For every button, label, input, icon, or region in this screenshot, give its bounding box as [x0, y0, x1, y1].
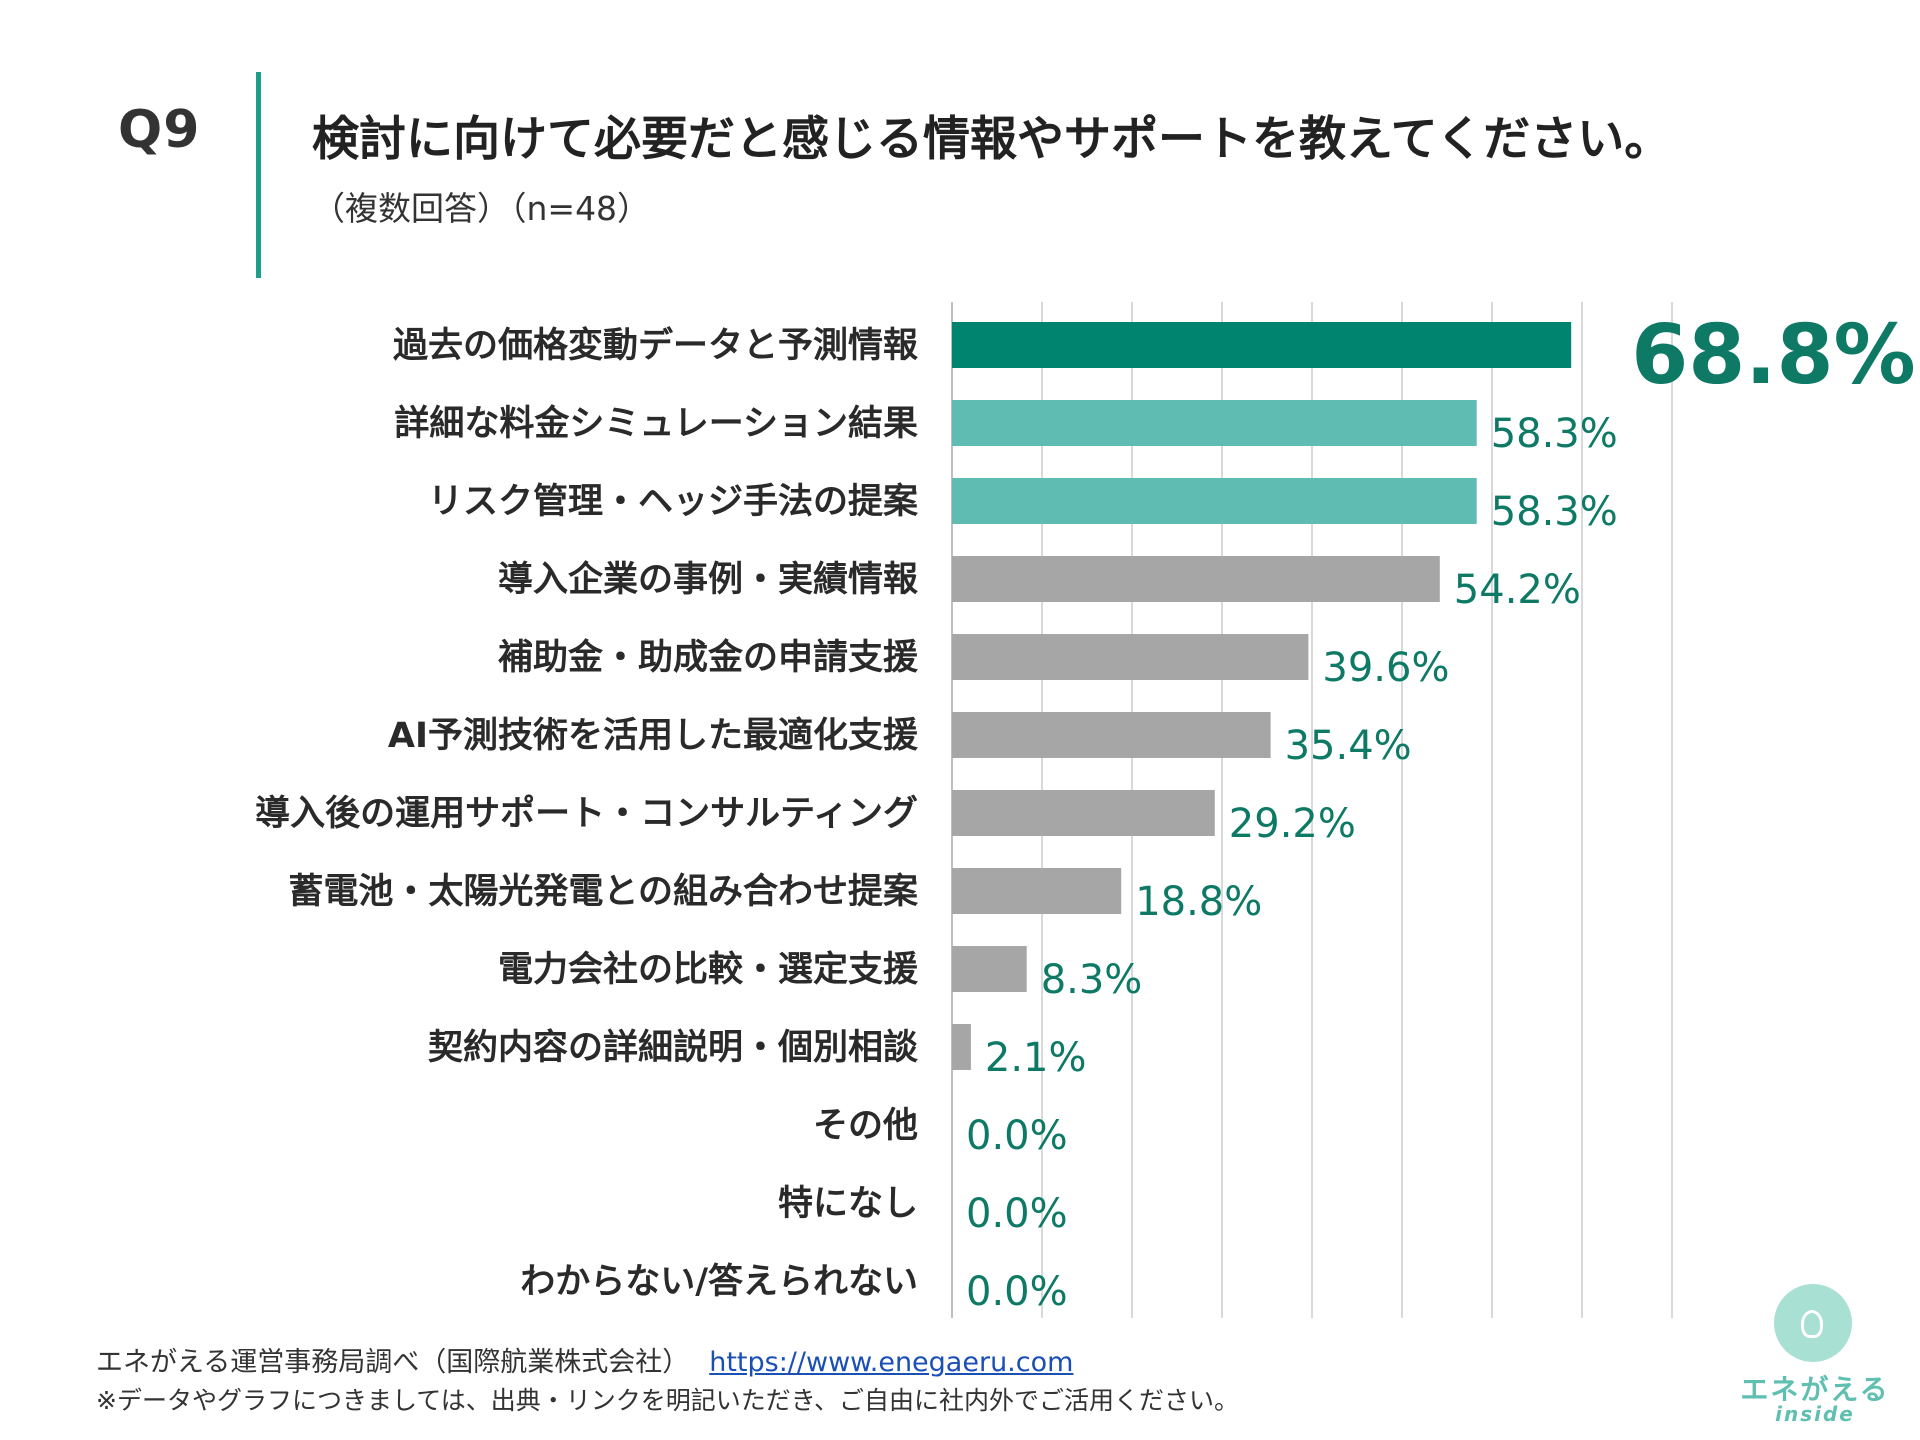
bar-8: [952, 946, 1027, 992]
value-label: 0.0%: [966, 1191, 1068, 1237]
bar-5: [952, 712, 1271, 758]
bar-7: [952, 868, 1122, 914]
category-label: 電力会社の比較・選定支援: [498, 950, 919, 990]
category-label: 導入企業の事例・実績情報: [498, 559, 918, 600]
accent-divider: [256, 72, 261, 278]
category-label: その他: [813, 1106, 918, 1146]
value-label: 35.4%: [1285, 723, 1412, 769]
category-label: 詳細な料金シミュレーション結果: [394, 403, 918, 444]
chart-bars: [952, 322, 1572, 1070]
bar-1: [952, 400, 1477, 446]
category-label: 過去の価格変動データと予測情報: [393, 325, 918, 366]
logo-text: エネがえる: [1740, 1373, 1890, 1406]
bar-3: [952, 556, 1440, 602]
category-label: 補助金・助成金の申請支援: [498, 637, 919, 678]
bar-0: [952, 322, 1572, 368]
bar-2: [952, 478, 1477, 524]
value-label: 68.8%: [1631, 308, 1915, 403]
value-label: 29.2%: [1229, 801, 1356, 847]
bar-chart: 過去の価格変動データと予測情報詳細な料金シミュレーション結果リスク管理・ヘッジ手…: [255, 302, 1916, 1318]
page-title: 検討に向けて必要だと感じる情報やサポートを教えてください。: [312, 112, 1672, 167]
usage-note: ※データやグラフにつきましては、出典・リンクを明記いただき、ご自由に社内外でご活…: [96, 1386, 1239, 1415]
source-text: エネがえる運営事務局調べ（国際航業株式会社）: [96, 1347, 690, 1378]
category-label: AI予測技術を活用した最適化支援: [388, 716, 919, 756]
category-label: 蓄電池・太陽光発電との組み合わせ提案: [288, 872, 919, 912]
value-label: 58.3%: [1491, 411, 1618, 457]
logo-subtext: inside: [1775, 1402, 1855, 1426]
source-line: エネがえる運営事務局調べ（国際航業株式会社） https://www.enegae…: [96, 1340, 1073, 1379]
value-label: 8.3%: [1041, 957, 1143, 1003]
bar-4: [952, 634, 1309, 680]
value-label: 2.1%: [985, 1035, 1087, 1081]
value-label: 18.8%: [1135, 879, 1262, 925]
brand-logo: エネがえる inside: [1740, 1280, 1888, 1430]
chart-gridlines: [951, 302, 1673, 1318]
category-label: わからない/答えられない: [520, 1262, 918, 1302]
value-label: 39.6%: [1322, 645, 1449, 691]
bar-6: [952, 790, 1215, 836]
category-label: 特になし: [778, 1184, 918, 1224]
lightbulb-icon: [1801, 1310, 1823, 1338]
chart-category-labels: 過去の価格変動データと予測情報詳細な料金シミュレーション結果リスク管理・ヘッジ手…: [255, 325, 919, 1302]
source-link[interactable]: https://www.enegaeru.com: [709, 1347, 1074, 1378]
page-subtitle: （複数回答）（n=48）: [312, 189, 651, 228]
category-label: 契約内容の詳細説明・個別相談: [428, 1028, 919, 1068]
value-label: 58.3%: [1491, 489, 1618, 535]
bar-9: [952, 1024, 971, 1070]
question-number: Q9: [118, 100, 201, 160]
category-label: 導入後の運用サポート・コンサルティング: [255, 793, 918, 834]
value-label: 0.0%: [966, 1269, 1068, 1315]
chart-value-labels: 68.8% 58.3% 58.3% 54.2%39.6% 35.4% 29.2% 18.8%…: [966, 308, 1916, 1315]
value-label: 54.2%: [1454, 567, 1581, 613]
category-label: リスク管理・ヘッジ手法の提案: [428, 482, 919, 522]
value-label: 0.0%: [966, 1113, 1068, 1159]
